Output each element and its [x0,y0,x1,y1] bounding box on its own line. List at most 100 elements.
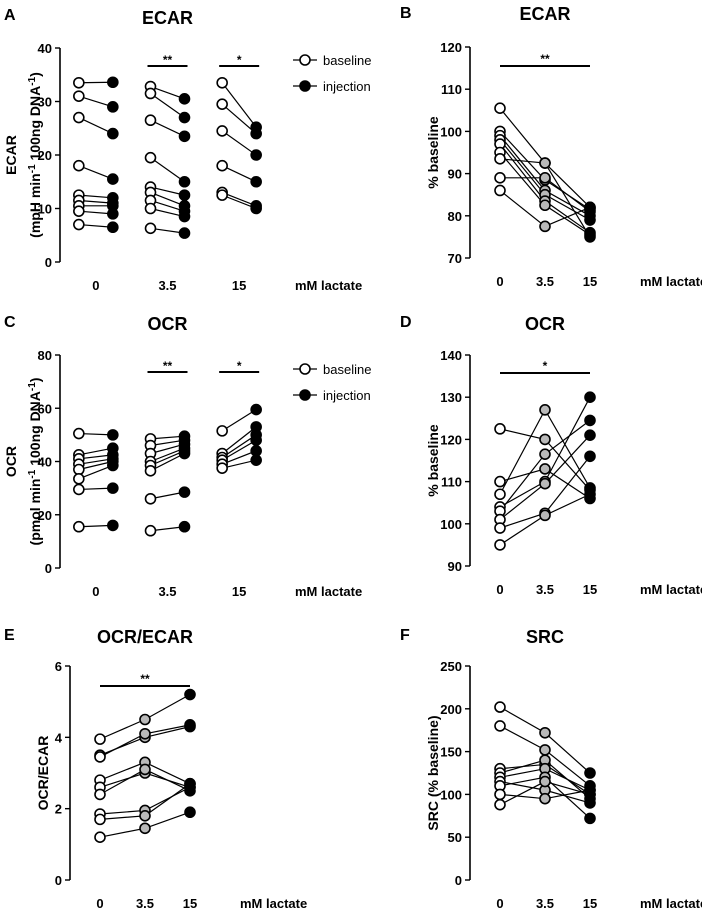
injection-point [178,130,191,143]
pair-line [221,165,257,183]
panel-title: ECAR [142,8,193,28]
pair-line [150,157,185,183]
data-point [539,726,551,739]
panel-label: D [400,314,412,331]
pair-line [150,186,185,196]
pair-line [150,443,185,455]
data-point [584,812,596,825]
legend-label: injection [323,388,371,403]
panel-title: OCR/ECAR [97,627,193,647]
y-tick-label: 40 [38,455,52,470]
injection-point [250,403,262,416]
baseline-point [216,98,228,110]
injection-point [178,210,191,223]
legend-marker [299,389,311,401]
injection-point [178,447,191,460]
y-tick-label: 90 [448,167,462,182]
y-tick-label: 4 [55,730,63,745]
unit-text: 100ng DNA [27,86,43,165]
pair-line [78,95,114,108]
legend: baseline injection [293,362,371,403]
x-category-label: 3.5 [536,274,554,289]
data-point [539,433,551,446]
unit-text: (mpH min [27,173,43,238]
x-category-label: 0 [496,896,503,911]
x-category-label: 0 [496,274,503,289]
pair-line [78,165,114,180]
y-axis-label: ECAR [3,135,19,175]
data-point [494,423,506,435]
data-point [539,509,551,522]
x-category-label: 3.5 [158,278,176,293]
injection-point [250,149,262,161]
pair-line [221,409,257,432]
y-tick-label: 20 [38,508,52,523]
data-point [139,822,151,835]
baseline-point [73,463,85,476]
data-point [539,744,551,756]
baseline-point [73,76,85,89]
x-unit-label: mM lactate [640,896,702,911]
injection-point [250,454,262,466]
x-category-label: 15 [583,582,597,597]
injection-point [250,434,262,447]
baseline-point [73,218,85,231]
injection-point [107,76,119,89]
panel-label: C [4,314,16,331]
injection-point [107,482,119,494]
panel-title: OCR [525,314,565,334]
data-point [584,231,596,243]
unit-text: 100ng DNA [27,391,43,470]
y-tick-label: 70 [448,251,462,266]
y-tick-label: 250 [440,659,462,674]
data-point [584,788,596,801]
x-unit-label: mM lactate [295,584,362,599]
data-point [494,172,506,184]
pair-line [150,452,185,472]
data-point [539,220,551,233]
baseline-point [73,205,85,217]
y-tick-label: 6 [55,659,62,674]
x-category-label: 3.5 [536,582,554,597]
baseline-point [144,87,157,100]
y-axis-label: % baseline [425,116,441,189]
y-tick-label: 110 [441,82,462,97]
data-point [539,172,551,184]
pair-line [150,207,185,218]
data-point [139,713,151,726]
injection-point [250,127,262,140]
injection-point [250,175,262,188]
x-category-label: 0 [92,584,99,599]
legend-label: baseline [323,362,371,377]
data-point [494,798,506,811]
y-tick-label: 0 [455,873,462,888]
data-point [184,688,196,701]
baseline-point [144,202,157,215]
x-category-label: 0 [496,582,503,597]
data-point [539,477,551,490]
pair-line [221,450,257,465]
injection-point [107,127,119,140]
y-axis-label: OCR [3,446,19,477]
data-point [539,463,551,475]
baseline-point [73,111,85,124]
y-tick-label: 0 [45,255,52,270]
data-point [584,201,596,214]
y-tick-label: 0 [45,561,52,576]
pair-line [221,103,257,135]
data-point [139,727,151,740]
y-tick-label: 0 [55,873,62,888]
data-point [184,806,196,819]
baseline-point [144,524,157,537]
panel-label: F [400,627,410,644]
significance-label: * [237,359,242,373]
baseline-point [73,473,85,485]
panel-title: SRC [526,627,564,647]
baseline-point [73,483,85,496]
data-point [584,414,596,427]
baseline-point [216,189,228,201]
y-tick-label: 100 [440,787,462,802]
pair-line [150,92,185,119]
significance-label: ** [163,53,173,67]
